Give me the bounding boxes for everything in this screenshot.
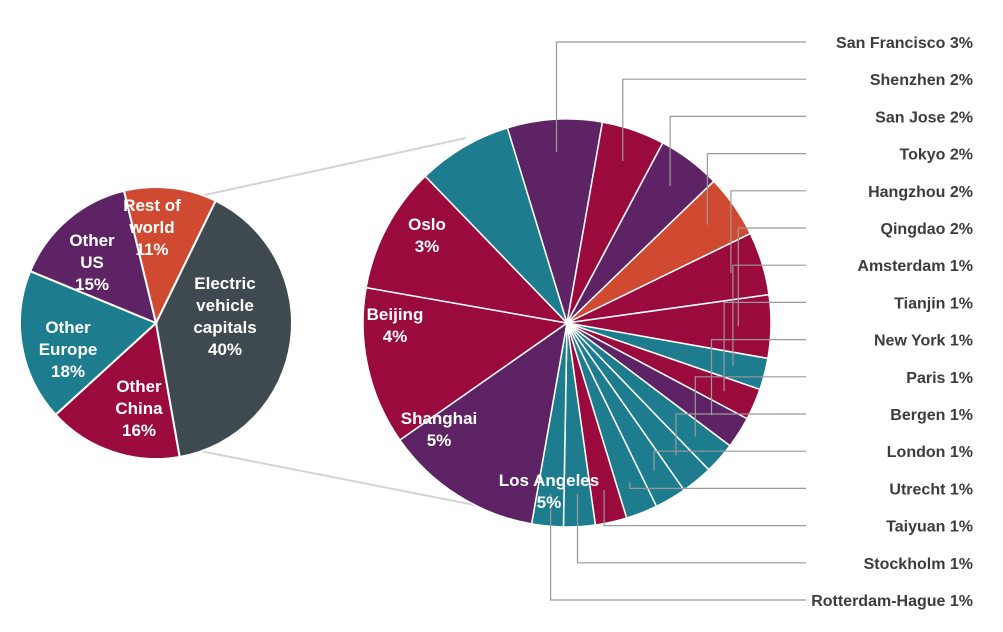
label-beijing: Beijing 4%	[367, 305, 424, 346]
label-san-francisco: San Francisco 3%	[836, 35, 973, 52]
slice-rest-of-world	[122, 186, 217, 326]
label-paris: Paris 1%	[906, 370, 973, 387]
slice-shanghai	[362, 286, 569, 442]
leader-line-new-york	[710, 339, 806, 416]
label-electric-vehicle-capitals: Electric vehicle capitals 40%	[193, 274, 256, 359]
label-rest-of-world: Rest of world 11%	[123, 196, 181, 259]
label-london: London 1%	[887, 444, 973, 461]
leader-line-rotterdam-hague	[549, 493, 806, 601]
label-los-angeles: Los Angeles 5%	[499, 471, 599, 512]
label-other-china: Other China 16%	[115, 377, 163, 440]
slice-beijing	[365, 175, 570, 325]
connector-line-top	[199, 137, 467, 197]
slice-oslo	[424, 126, 568, 324]
leader-line-shenzhen	[622, 78, 806, 161]
label-rotterdam-hague: Rotterdam-Hague 1%	[811, 593, 973, 610]
main-pie	[19, 186, 294, 460]
leader-line-amsterdam	[732, 264, 806, 366]
label-stockholm: Stockholm 1%	[864, 556, 973, 573]
label-other-us: Other US 15%	[69, 231, 115, 294]
label-shanghai: Shanghai 5%	[401, 409, 478, 450]
leader-line-hangzhou	[730, 190, 806, 273]
leader-line-tianjin	[723, 301, 806, 392]
label-bergen: Bergen 1%	[890, 407, 973, 424]
leader-line-taiyuan	[603, 490, 806, 527]
slice-other-china	[54, 321, 181, 460]
detail-pie	[362, 118, 772, 528]
label-tianjin: Tianjin 1%	[894, 295, 973, 312]
leader-line-tokyo	[706, 153, 806, 225]
leader-line-bergen	[675, 413, 806, 456]
label-amsterdam: Amsterdam 1%	[857, 258, 973, 275]
label-taiyuan: Taiyuan 1%	[886, 519, 973, 536]
slice-los-angeles	[398, 321, 569, 525]
connector-line-bottom	[199, 450, 501, 511]
leader-lines	[549, 41, 806, 601]
leader-line-utrecht	[629, 482, 806, 489]
label-san-jose: San Jose 2%	[875, 109, 973, 126]
label-utrecht: Utrecht 1%	[889, 481, 973, 498]
slice-san-francisco	[506, 118, 604, 324]
leader-line-london	[653, 450, 806, 471]
slice-electric-vehicle-capitals	[154, 199, 294, 459]
label-hangzhou: Hangzhou 2%	[868, 184, 973, 201]
leader-line-qingdao	[737, 227, 806, 326]
label-other-europe: Other Europe 18%	[39, 318, 98, 381]
label-oslo: Oslo 3%	[408, 215, 446, 256]
label-new-york: New York 1%	[874, 333, 973, 350]
label-qingdao: Qingdao 2%	[881, 221, 973, 238]
slice-labels: Electric vehicle capitals 40% Other China 16% O…	[39, 35, 973, 610]
slice-other-europe	[19, 269, 158, 417]
leader-line-stockholm	[576, 494, 806, 564]
leader-line-san-jose	[669, 115, 806, 187]
leader-line-paris	[694, 376, 806, 437]
label-tokyo: Tokyo 2%	[899, 147, 973, 164]
slice-other-us	[28, 189, 158, 325]
leader-line-san-francisco	[555, 41, 806, 152]
label-shenzhen: Shenzhen 2%	[870, 72, 973, 89]
